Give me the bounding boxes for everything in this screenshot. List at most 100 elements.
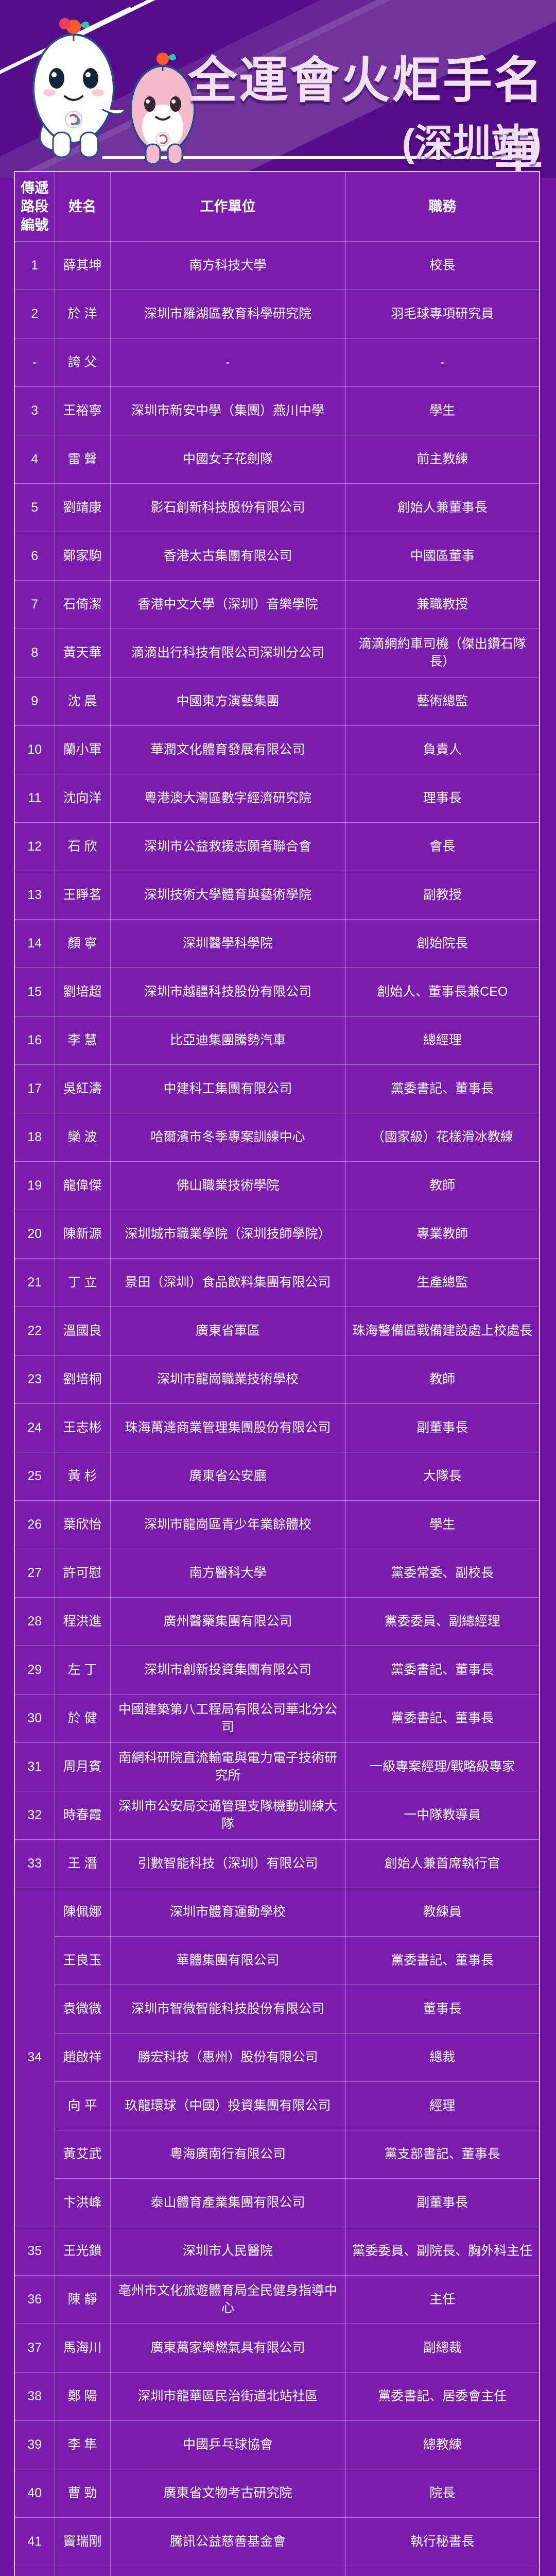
segment-number-cell: 23 [14,1355,55,1404]
unit-cell: 深圳市公安局交通管理支隊機動訓練大隊 [110,1791,346,1840]
name-cell: 王 潛 [54,1839,111,1888]
name-cell: 李 慧 [54,1016,111,1065]
role-cell: 創始人、董事長兼CEO [345,968,540,1016]
role-cell: 大隊長 [345,1452,540,1501]
mascot-white [32,18,126,158]
table-row: 22 溫國良 廣東省軍區 珠海警備區戰備建設處上校處長 [14,1307,540,1355]
unit-cell: 華潤文化體育發展有限公司 [110,725,346,774]
name-cell: 時春霞 [54,1791,111,1840]
table-row: 8 黃天華 滴滴出行科技有限公司深圳分公司 滴滴網約車司機（傑出鑽石隊長） [14,629,540,677]
name-cell: 鄭家駒 [54,532,111,581]
mascot-pink [130,53,196,165]
role-cell: 會長 [345,822,540,871]
role-cell: 教練員 [345,1888,540,1937]
unit-cell: 深圳市智微智能科技股份有限公司 [110,1985,346,2033]
name-cell: 袁微微 [54,1985,111,2033]
unit-cell: 亳州市文化旅遊體育局全民健身指導中心 [110,2275,346,2324]
segment-number-cell: 4 [14,435,55,484]
unit-cell: 深圳市新安中學（集團）燕川中學 [110,386,346,435]
name-cell: 丁 立 [54,1258,111,1307]
role-cell: 學生 [345,386,540,435]
unit-cell: 華體集團有限公司 [110,1936,346,1985]
name-cell: 李 隼 [54,2420,111,2469]
unit-cell: 廣東省公安廳 [110,1452,346,1501]
table-row: 袁微微 深圳市智微智能科技股份有限公司 董事長 [14,1985,540,2033]
torch-table: 傳遞路段編號 姓名 工作單位 職務 1 薛其坤 南方科技大學 校長 2 於 洋深圳市羅湖區… [14,171,540,2576]
table-row: 12 石 欣深圳市公益救援志願者聯合會 會長 [14,822,540,871]
header-unit: 工作單位 [110,171,346,242]
name-cell: 黃艾武 [54,2130,111,2179]
segment-number-cell: 31 [14,1742,55,1791]
role-cell: 校長 [345,241,540,290]
unit-cell: 深圳醫學科學院 [110,919,346,968]
name-cell: 陳 靜 [54,2275,111,2324]
table-row: 37 馬海川 廣東萬家樂燃氣具有限公司 副總裁 [14,2324,540,2372]
table-row: 30 於 健中國建築第八工程局有限公司華北分公司 黨委書記、董事長 [14,1694,540,1743]
table-row: 16 李 慧比亞迪集團騰勢汽車 總經理 [14,1016,540,1065]
unit-cell: 泰山體育產業集團有限公司 [110,2178,346,2227]
unit-cell: 佛山職業技術學院 [110,1161,346,1210]
table-row: 11 沈向洋 粵港澳大灣區數字經濟研究院 理事長 [14,774,540,823]
role-cell: 黨委書記、居委會主任 [345,2372,540,2421]
table-row: 黃艾武 粵海廣南行有限公司 黨支部書記、董事長 [14,2130,540,2179]
unit-cell: 深圳市龍崗職業技術學校 [110,1355,346,1404]
table-row: 19 龍偉傑 佛山職業技術學院 教師 [14,1161,540,1210]
torch-table-body: 1 薛其坤 南方科技大學 校長 2 於 洋深圳市羅湖區教育科學研究院 羽毛球專項研究員 - 誇 … [14,241,540,2576]
name-cell: 沈 晨 [54,677,111,726]
role-cell: 副董事長 [345,2178,540,2227]
unit-cell: 深圳市速騰聚創科技有限公司 [110,2566,346,2576]
segment-number-cell: 25 [14,1452,55,1501]
table-row: 32 時春霞 深圳市公安局交通管理支隊機動訓練大隊 一中隊教導員 [14,1791,540,1840]
name-cell: 竇瑞剛 [54,2517,111,2566]
role-cell: 黨委書記、董事長 [345,1646,540,1694]
segment-number-cell: 2 [14,290,55,338]
name-cell: 黃天華 [54,629,111,677]
unit-cell: 深圳市羅湖區教育科學研究院 [110,290,346,338]
name-cell: 薛其坤 [54,241,111,290]
segment-number-cell: 33 [14,1839,55,1888]
unit-cell: 廣東萬家樂燃氣具有限公司 [110,2324,346,2372]
name-cell: 馬海川 [54,2324,111,2372]
segment-number-cell: 6 [14,532,55,581]
header-role: 職務 [345,171,540,242]
table-row: 40 曹 勁廣東省文物考古研究院 院長 [14,2469,540,2518]
unit-cell: 中國建築第八工程局有限公司華北分公司 [110,1694,346,1743]
segment-number-cell: - [14,338,55,387]
table-row: 20 陳新源 深圳城市職業學院（深圳技師學院） 專業教師 [14,1210,540,1259]
table-row: 13 王睜茗 深圳技術大學體育與藝術學院 副教授 [14,871,540,920]
segment-number-cell: 42 [14,2566,55,2576]
role-cell: 創始院長 [345,919,540,968]
name-cell: 王志彬 [54,1403,111,1452]
name-cell: 卞洪峰 [54,2178,111,2227]
table-row: 5 劉靖康 影石創新科技股份有限公司 創始人兼董事長 [14,483,540,532]
role-cell: 總裁 [345,2033,540,2082]
segment-number-cell: 5 [14,483,55,532]
table-row: 3 王裕寧 深圳市新安中學（集團）燕川中學 學生 [14,386,540,435]
table-row: 趙啟祥 勝宏科技（惠州）股份有限公司 總裁 [14,2033,540,2082]
segment-number-cell: 39 [14,2420,55,2469]
name-cell: 欒 波 [54,1113,111,1162]
unit-cell: 廣州醫藥集團有限公司 [110,1597,346,1646]
header-baseline [102,156,520,159]
segment-number-cell: 10 [14,725,55,774]
segment-number-cell: 26 [14,1500,55,1549]
unit-cell: 深圳市龍崗區青少年業餘體校 [110,1500,346,1549]
name-cell: 王良玉 [54,1936,111,1985]
unit-cell: 影石創新科技股份有限公司 [110,483,346,532]
role-cell: 珠海警備區戰備建設處上校處長 [345,1307,540,1355]
segment-number-cell: 9 [14,677,55,726]
role-cell: - [345,338,540,387]
unit-cell: 粵海廣南行有限公司 [110,2130,346,2179]
role-cell: 學生 [345,1500,540,1549]
role-cell: （國家級）花樣滑冰教練 [345,1113,540,1162]
name-cell: 石 欣 [54,822,111,871]
segment-number-cell: 22 [14,1307,55,1355]
segment-number-cell: 41 [14,2517,55,2566]
role-cell: 主任 [345,2275,540,2324]
role-cell: 中國區董事 [345,532,540,581]
mascots-illustration [32,18,196,165]
name-cell: 許可慰 [54,1549,111,1598]
segment-number-cell: 18 [14,1113,55,1162]
